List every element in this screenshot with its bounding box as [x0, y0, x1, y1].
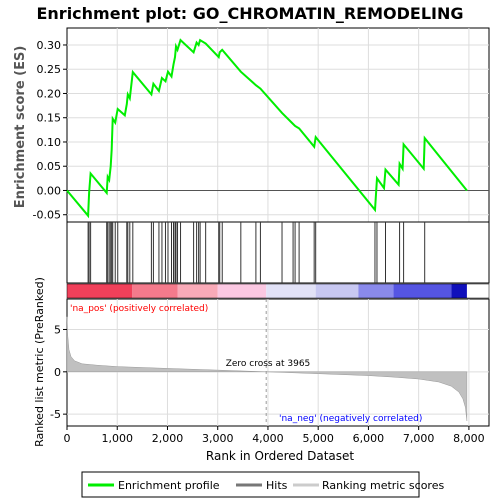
es-tick-label: 0.30	[37, 39, 62, 52]
legend-label-enrichment: Enrichment profile	[118, 479, 220, 492]
heatbar-segment	[315, 284, 359, 298]
es-tick-label: 0.05	[37, 160, 62, 173]
heatbar-segment	[132, 284, 178, 298]
x-tick-label: 3,000	[202, 432, 234, 445]
ranking-heatmap-bar	[66, 283, 490, 299]
positive-correlation-label: 'na_pos' (positively correlated)	[70, 304, 208, 314]
metric-tick-label: 5	[54, 323, 61, 336]
heatbar-segment	[393, 284, 452, 298]
heatbar-segment	[177, 284, 218, 298]
x-tick-label: 1,000	[101, 432, 133, 445]
es-tick-label: 0.10	[37, 136, 62, 149]
legend-label-hits: Hits	[266, 479, 288, 492]
es-tick-label: 0.15	[37, 112, 62, 125]
enrichment-score-panel: -0.05 0.00 0.05 0.10 0.15 0.20 0.25 0.30 Enrich…	[13, 27, 490, 223]
es-tick-label: 0.00	[37, 184, 62, 197]
es-tick-label: -0.05	[33, 209, 61, 222]
hits-frame	[66, 221, 490, 284]
metric-tick-label: 0	[54, 366, 61, 379]
x-tick-label: 6,000	[353, 432, 385, 445]
enrichment-profile-line	[66, 38, 468, 219]
metric-tick-label: -5	[50, 408, 61, 421]
es-y-axis-label: Enrichment score (ES)	[13, 46, 28, 209]
heatbar-segment	[451, 284, 467, 298]
x-tick-label: 8,000	[453, 432, 485, 445]
heatbar-segment	[266, 284, 316, 298]
legend-label-ranking: Ranking metric scores	[322, 479, 444, 492]
es-plot-frame	[66, 27, 490, 223]
x-tick-label: 2,000	[152, 432, 184, 445]
heatbar-segment	[67, 284, 133, 298]
legend: Enrichment profile Hits Ranking metric s…	[81, 471, 444, 498]
x-tick-label: 0	[64, 432, 71, 445]
x-tick-label: 4,000	[252, 432, 284, 445]
metric-y-axis-label: Ranked list metric (PreRanked)	[33, 277, 46, 447]
heatbar-frame	[66, 283, 490, 299]
x-tick-label: 5,000	[302, 432, 334, 445]
heatbar-segment	[217, 284, 267, 298]
negative-correlation-label: 'na_neg' (negatively correlated)	[279, 414, 422, 424]
chart-title: Enrichment plot: GO_CHROMATIN_REMODELING	[36, 4, 463, 23]
es-tick-label: 0.20	[37, 87, 62, 100]
es-tick-label: 0.25	[37, 63, 62, 76]
x-tick-label: 7,000	[403, 432, 435, 445]
zero-cross-label: Zero cross at 3965	[226, 359, 311, 369]
hits-panel	[66, 221, 490, 284]
heatbar-segment	[358, 284, 394, 298]
ranked-metric-panel: Zero cross at 3965 'na_pos' (positively …	[33, 277, 490, 463]
x-axis-label: Rank in Ordered Dataset	[206, 449, 354, 463]
ranking-metric-area	[66, 316, 468, 421]
